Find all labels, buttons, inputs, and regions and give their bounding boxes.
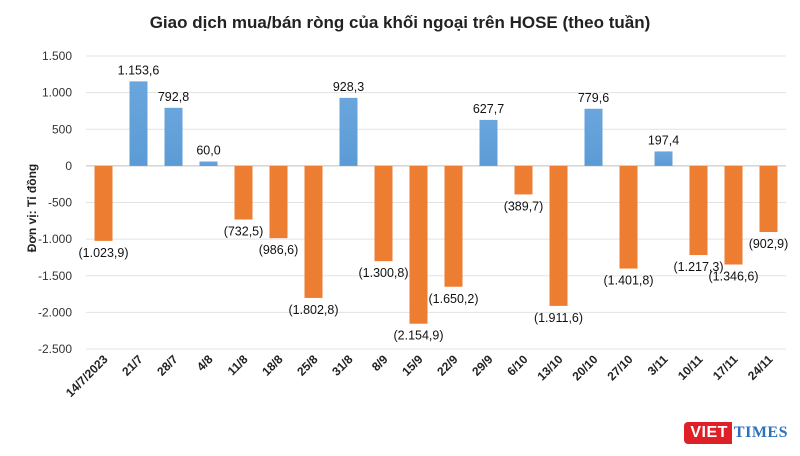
data-label: (389,7) <box>504 199 544 213</box>
data-label: (1.802,8) <box>288 303 338 317</box>
x-tick-label: 18/8 <box>259 352 286 379</box>
bar-10/11 <box>689 165 708 256</box>
y-tick-label: -2.000 <box>38 305 72 319</box>
y-tick-label: -1.500 <box>38 269 72 283</box>
bar-14/7/2023 <box>94 165 113 241</box>
x-tick-label: 21/7 <box>119 352 146 379</box>
data-label: 627,7 <box>473 102 504 116</box>
x-tick-label: 29/9 <box>469 352 496 379</box>
data-label: (986,6) <box>259 243 299 257</box>
bar-3/11 <box>654 151 673 166</box>
data-label: 60,0 <box>196 143 220 157</box>
y-tick-label: -500 <box>48 196 72 210</box>
data-label: (902,9) <box>749 237 789 251</box>
bar-15/9 <box>409 165 428 324</box>
y-tick-label: -2.500 <box>38 342 72 356</box>
bar-28/7 <box>164 107 183 166</box>
x-tick-label: 22/9 <box>434 352 461 379</box>
bar-31/8 <box>339 97 358 166</box>
bar-24/11 <box>759 165 778 233</box>
bar-21/7 <box>129 81 148 166</box>
data-label: (732,5) <box>224 225 264 239</box>
bar-20/10 <box>584 108 603 166</box>
x-tick-label: 10/11 <box>675 352 706 383</box>
x-tick-label: 27/10 <box>604 352 635 383</box>
x-tick-label: 20/10 <box>569 352 600 383</box>
bar-25/8 <box>304 165 323 298</box>
data-label: (1.346,6) <box>708 270 758 284</box>
data-label: (1.401,8) <box>603 274 653 288</box>
x-tick-label: 6/10 <box>504 352 531 379</box>
data-label: 928,3 <box>333 80 364 94</box>
y-tick-label: 0 <box>65 159 72 173</box>
bar-6/10 <box>514 165 533 195</box>
bar-13/10 <box>549 165 568 306</box>
x-tick-label: 24/11 <box>745 352 776 383</box>
data-label: 1.153,6 <box>118 63 160 77</box>
x-tick-label: 15/9 <box>399 352 426 379</box>
x-tick-label: 25/8 <box>294 352 321 379</box>
logo-part-viet: VIET <box>684 422 732 444</box>
bar-22/9 <box>444 165 463 287</box>
data-label: (1.300,8) <box>358 266 408 280</box>
y-tick-label: 1.000 <box>42 86 72 100</box>
data-labels: (1.023,9) 1.153,6 792,8 60,0 (732,5) (986,6) (… <box>78 63 788 342</box>
data-label: (1.023,9) <box>78 246 128 260</box>
data-label: 197,4 <box>648 133 679 147</box>
y-axis-ticks: 1.500 1.000 500 0 -500 -1.000 -1.500 -2.000 -2.5… <box>38 49 72 356</box>
x-tick-label: 17/11 <box>710 352 741 383</box>
viettimes-logo: VIET TIMES <box>684 422 788 444</box>
bars <box>94 81 778 324</box>
y-tick-label: -1.000 <box>38 232 72 246</box>
chart-title: Giao dịch mua/bán ròng của khối ngoại tr… <box>150 13 651 32</box>
bar-29/9 <box>479 119 498 166</box>
bar-8/9 <box>374 165 393 262</box>
x-tick-label: 3/11 <box>645 352 671 378</box>
x-axis-ticks: 14/7/2023 21/7 28/7 4/8 11/8 18/8 25/8 31/8 8/9 1… <box>63 352 776 400</box>
y-axis-label: Đơn vị: Tỉ đồng <box>25 164 39 253</box>
x-tick-label: 13/10 <box>534 352 565 383</box>
bar-11/8 <box>234 165 253 220</box>
y-tick-label: 500 <box>52 122 72 136</box>
y-tick-label: 1.500 <box>42 49 72 63</box>
data-label: (1.650,2) <box>428 292 478 306</box>
bar-18/8 <box>269 165 288 239</box>
x-tick-label: 28/7 <box>154 352 181 379</box>
x-tick-label: 11/8 <box>225 352 251 378</box>
x-tick-label: 8/9 <box>369 352 391 374</box>
data-label: (2.154,9) <box>393 329 443 343</box>
x-tick-label: 14/7/2023 <box>63 352 111 400</box>
data-label: 779,6 <box>578 91 609 105</box>
bar-27/10 <box>619 165 638 269</box>
x-tick-label: 31/8 <box>329 352 356 379</box>
bar-17/11 <box>724 165 743 265</box>
x-tick-label: 4/8 <box>194 352 216 374</box>
data-label: 792,8 <box>158 90 189 104</box>
data-label: (1.217,3) <box>673 260 723 274</box>
logo-part-times: TIMES <box>733 424 788 441</box>
data-label: (1.911,6) <box>534 311 583 325</box>
bar-4/8 <box>199 161 218 166</box>
